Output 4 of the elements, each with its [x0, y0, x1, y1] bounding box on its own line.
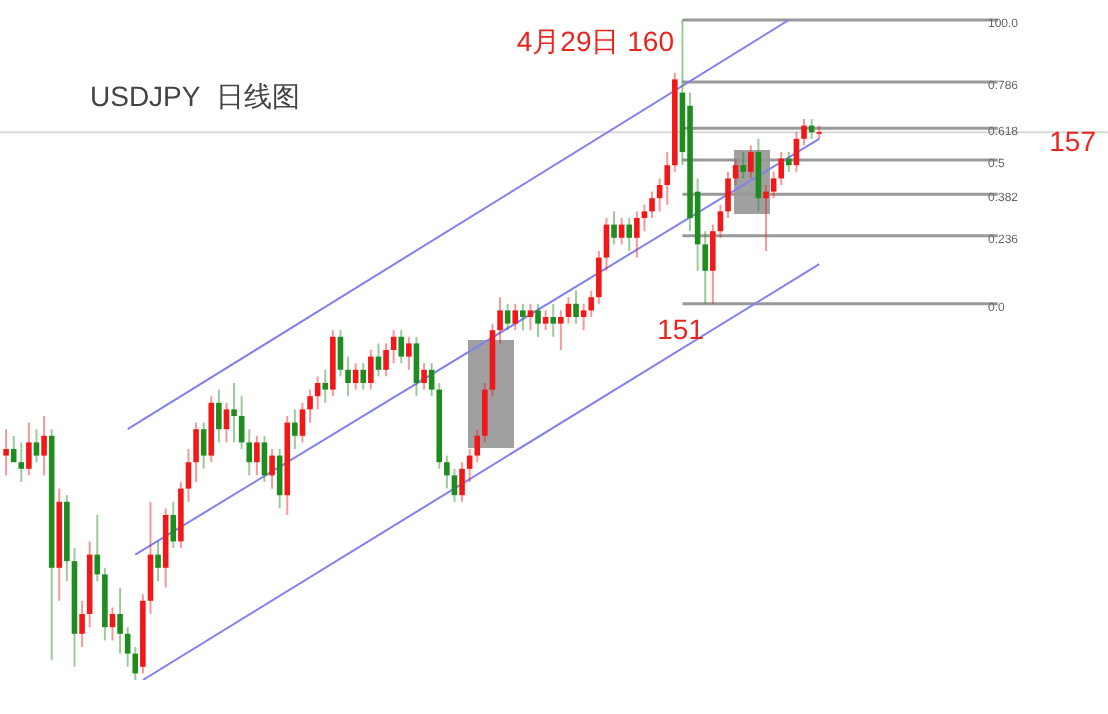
text: USDJPY 日线图	[90, 80, 300, 116]
annotation: 151	[657, 313, 705, 346]
text: 157	[1049, 125, 1097, 158]
annotation: 4月29日 160	[516, 25, 675, 58]
